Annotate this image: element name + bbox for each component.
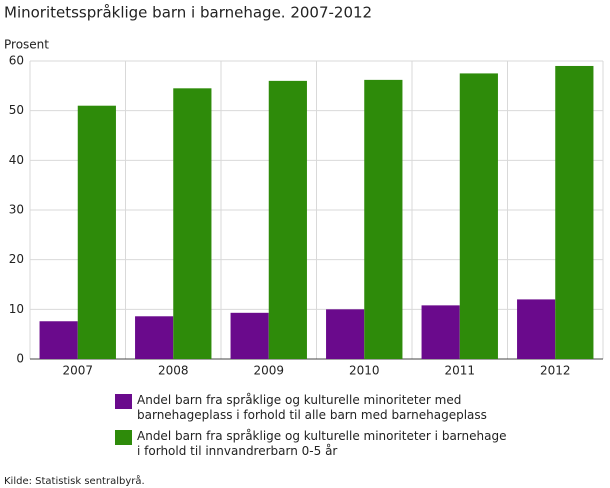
bar (459, 73, 498, 360)
x-tick-label: 2007 (62, 364, 93, 378)
x-tick-label: 2011 (444, 364, 475, 378)
bar (39, 321, 78, 359)
y-tick-label: 30 (9, 203, 24, 217)
bar (517, 299, 556, 359)
bar (555, 65, 594, 359)
bar (326, 309, 365, 359)
y-tick-label: 10 (9, 302, 24, 316)
y-axis-label: Prosent (4, 38, 49, 52)
y-tick-label: 20 (9, 252, 24, 266)
x-tick-label: 2012 (540, 364, 571, 378)
legend-swatch (115, 394, 132, 409)
x-tick-label: 2009 (253, 364, 284, 378)
bar (421, 305, 460, 359)
y-tick-label: 40 (9, 153, 24, 167)
y-tick-label: 0 (16, 352, 24, 366)
bar (77, 105, 116, 359)
bar (230, 312, 269, 359)
legend-swatch (115, 430, 132, 445)
chart-title: Minoritetsspråklige barn i barnehage. 20… (4, 4, 372, 22)
x-tick-label: 2010 (349, 364, 380, 378)
bar (268, 80, 307, 359)
legend-entry: Andel barn fra språklige og kulturelle m… (115, 393, 509, 423)
legend-entry: Andel barn fra språklige og kulturelle m… (115, 429, 509, 459)
legend-label: Andel barn fra språklige og kulturelle m… (137, 393, 487, 422)
bar (364, 79, 403, 359)
y-tick-label: 50 (9, 103, 24, 117)
y-tick-label: 60 (9, 54, 24, 68)
source: Kilde: Statistisk sentralbyrå. (4, 474, 145, 487)
bar (173, 88, 212, 360)
legend-label: Andel barn fra språklige og kulturelle m… (137, 429, 507, 458)
x-tick-label: 2008 (158, 364, 189, 378)
bar (135, 316, 174, 359)
